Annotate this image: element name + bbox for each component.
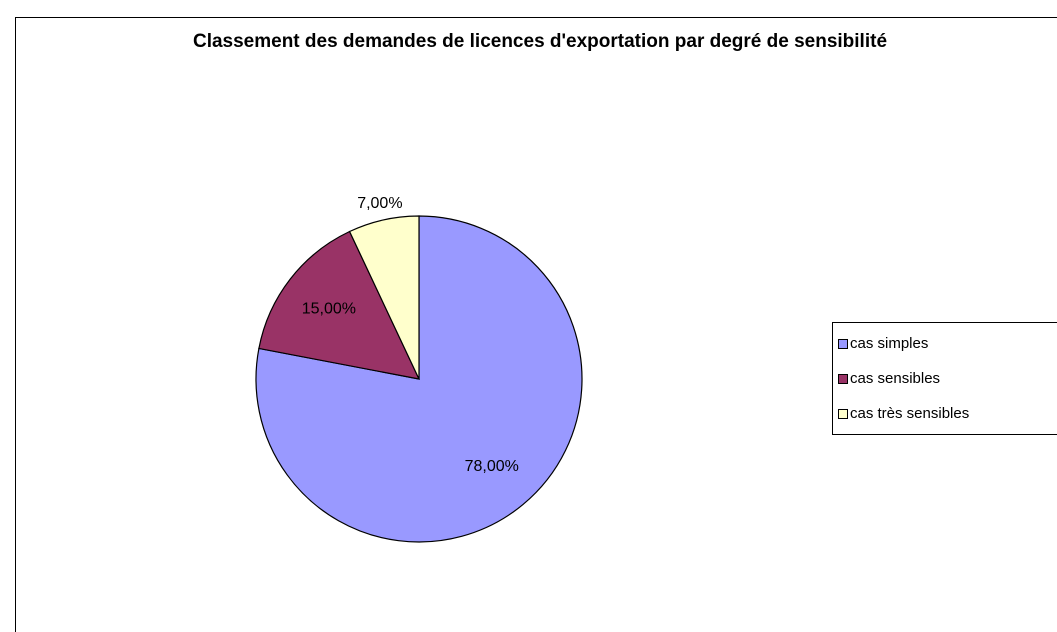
pie-slice	[258, 230, 421, 380]
legend-swatch	[838, 409, 848, 419]
data-label: 78,00%	[465, 458, 519, 475]
legend-box	[832, 322, 1057, 435]
pie-slice	[255, 215, 583, 543]
data-label: 7,00%	[357, 195, 402, 212]
legend-swatch	[838, 339, 848, 349]
data-label: 15,00%	[302, 300, 356, 317]
chart-frame	[15, 17, 1057, 632]
pie-slice	[348, 215, 420, 380]
legend-label: cas sensibles	[850, 370, 940, 387]
legend-swatch	[838, 374, 848, 384]
legend-label: cas simples	[850, 335, 928, 352]
legend-label: cas très sensibles	[850, 405, 969, 422]
chart-title: Classement des demandes de licences d'ex…	[192, 31, 888, 52]
